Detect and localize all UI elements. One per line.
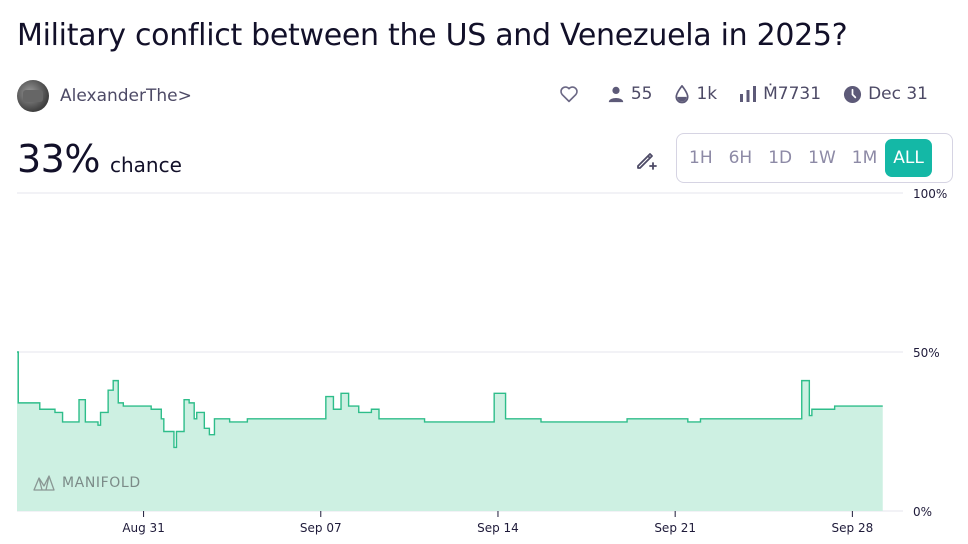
x-tick-label: Sep 28 (832, 521, 874, 535)
traders-count: 55 (630, 84, 653, 104)
liquidity-stat: 1k (674, 84, 717, 104)
range-6h-button[interactable]: 6H (728, 148, 753, 168)
probability-label: chance (109, 153, 182, 177)
droplet-icon (675, 84, 690, 103)
x-tick-label: Sep 21 (654, 521, 696, 535)
range-1h-button[interactable]: 1H (689, 148, 713, 168)
range-all-button[interactable]: ALL (885, 139, 932, 177)
probability-chart[interactable]: 100% 50% 0% Aug 31 Sep 07 Sep 14 Sep 21 Sep 28 (0, 184, 968, 544)
user-icon (608, 86, 624, 103)
market-stats: 55 1k Ṁ7731 Dec 31 (559, 84, 928, 104)
y-tick-label: 0% (913, 505, 932, 519)
edit-chart-button[interactable] (632, 146, 660, 174)
range-1m-button[interactable]: 1M (851, 148, 878, 168)
x-tick-label: Sep 14 (477, 521, 519, 535)
range-1d-button[interactable]: 1D (768, 148, 793, 168)
bar-chart-icon (740, 86, 757, 102)
volume-value: Ṁ7731 (763, 84, 822, 104)
avatar[interactable] (17, 80, 49, 112)
heart-icon (560, 86, 578, 103)
like-button[interactable] (559, 85, 585, 103)
y-tick-label: 100% (913, 187, 947, 201)
author-name[interactable]: AlexanderThe> (60, 86, 192, 106)
liquidity-value: 1k (696, 84, 718, 104)
traders-stat: 55 (607, 84, 653, 104)
time-range-selector: 1H 6H 1D 1W 1M ALL (676, 133, 953, 183)
manifold-logo-icon (33, 475, 55, 491)
author-info[interactable]: AlexanderThe> (17, 80, 192, 112)
market-title: Military conflict between the US and Ven… (17, 18, 848, 53)
close-date-stat: Dec 31 (843, 84, 928, 104)
watermark-text: MANIFOLD (62, 475, 141, 491)
probability-line (17, 351, 883, 449)
probability-display: 33% chance (17, 137, 182, 181)
manifold-watermark: MANIFOLD (32, 474, 141, 492)
y-tick-label: 50% (913, 346, 940, 360)
volume-stat: Ṁ7731 (739, 84, 821, 104)
x-tick-label: Sep 07 (300, 521, 342, 535)
close-date: Dec 31 (868, 84, 928, 104)
clock-icon (844, 85, 862, 103)
pencil-plus-icon (637, 153, 657, 170)
x-tick-label: Aug 31 (122, 521, 165, 535)
range-1w-button[interactable]: 1W (808, 148, 836, 168)
probability-value: 33% (17, 137, 100, 181)
probability-area (17, 352, 883, 511)
